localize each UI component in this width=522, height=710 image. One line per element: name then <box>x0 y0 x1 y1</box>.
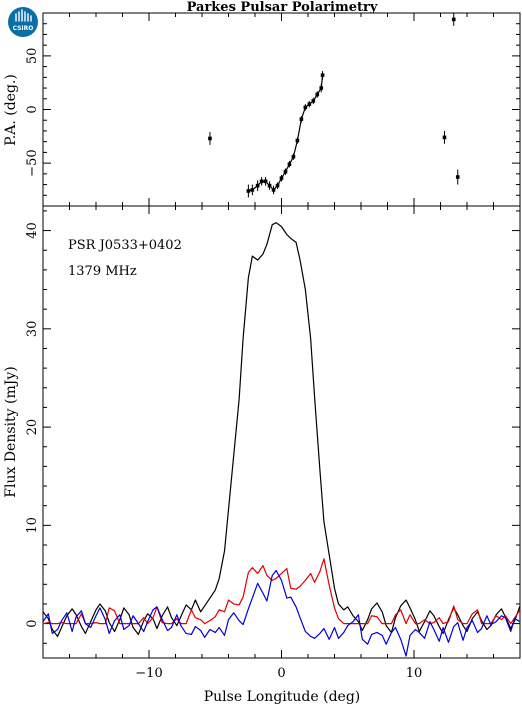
pa-point <box>250 184 255 196</box>
bottom-y-tick-label: 0 <box>25 619 40 627</box>
top-panel-tick-labels: −50 0 50 <box>25 48 40 177</box>
pa-point <box>319 83 324 93</box>
pa-marker <box>307 102 312 106</box>
pa-point <box>263 177 268 186</box>
pa-point <box>451 13 456 26</box>
pa-marker <box>267 183 272 188</box>
pa-marker <box>455 175 460 179</box>
flux-series-line-1 <box>42 558 521 625</box>
pa-marker <box>263 179 268 184</box>
top-y-tick-label: 0 <box>25 105 40 113</box>
pa-marker <box>287 162 292 166</box>
pulsar-name-annotation: PSR J0533+0402 <box>68 238 182 253</box>
top-panel: −50 0 50 P.A. (deg.) <box>3 12 521 207</box>
bottom-panel-tick-labels: 0 10 20 30 40 −10 0 10 <box>25 222 422 681</box>
pa-point <box>259 177 264 186</box>
top-y-axis-title: P.A. (deg.) <box>3 74 19 146</box>
pa-point <box>271 185 276 195</box>
pa-marker <box>208 136 212 141</box>
x-tick-label: 0 <box>277 666 285 681</box>
pa-point <box>295 137 300 144</box>
bottom-y-tick-label: 40 <box>25 222 40 239</box>
pa-point <box>303 104 308 111</box>
pa-points <box>208 13 460 198</box>
pa-marker <box>320 73 325 77</box>
pa-point <box>287 160 292 168</box>
pa-marker <box>291 154 296 159</box>
pa-marker <box>275 183 280 188</box>
pa-marker <box>283 169 288 174</box>
bottom-y-tick-label: 20 <box>25 419 40 436</box>
x-tick-label: −10 <box>135 666 162 681</box>
x-axis-title: Pulse Longitude (deg) <box>204 689 361 705</box>
csiro-logo-bars <box>15 9 32 22</box>
pa-point <box>291 153 296 160</box>
pa-point <box>267 181 272 190</box>
pa-marker <box>451 17 456 22</box>
pa-point <box>311 97 316 105</box>
pa-marker <box>279 176 284 180</box>
csiro-logo: CSIRO <box>8 7 38 37</box>
pa-marker <box>255 183 260 188</box>
frequency-annotation: 1379 MHz <box>68 264 137 279</box>
pa-marker <box>315 92 320 97</box>
pa-marker <box>319 86 324 90</box>
chart-title: Parkes Pulsar Polarimetry <box>187 0 378 15</box>
pa-point <box>307 100 312 108</box>
pa-point <box>299 115 304 123</box>
pa-marker <box>246 189 251 193</box>
pa-point <box>279 174 284 182</box>
pa-point <box>275 182 280 189</box>
pa-point <box>208 132 212 145</box>
pa-marker <box>299 117 304 121</box>
pa-point <box>255 180 260 191</box>
bottom-y-tick-label: 10 <box>25 517 40 534</box>
top-y-tick-label: 50 <box>25 48 40 65</box>
pa-marker <box>303 105 308 110</box>
x-tick-label: 10 <box>406 666 423 681</box>
flux-series-lines <box>42 222 521 657</box>
pa-point <box>455 169 460 185</box>
pa-point <box>246 184 251 198</box>
pa-marker <box>295 138 300 143</box>
pa-point <box>320 70 325 80</box>
pa-point <box>442 130 447 144</box>
pa-point <box>283 168 288 175</box>
pa-marker <box>250 188 255 192</box>
csiro-logo-text: CSIRO <box>13 25 34 32</box>
bottom-y-axis-title: Flux Density (mJy) <box>3 366 19 497</box>
pa-marker <box>311 99 316 103</box>
bottom-panel-ticks <box>42 206 521 658</box>
bottom-y-tick-label: 30 <box>25 321 40 338</box>
pa-marker <box>442 135 447 140</box>
pa-marker <box>271 188 276 192</box>
top-y-tick-label: −50 <box>25 149 40 176</box>
flux-series-line-0 <box>42 222 521 637</box>
flux-series-line-2 <box>42 569 521 657</box>
top-panel-ticks <box>42 12 521 207</box>
pa-point <box>315 91 320 98</box>
csiro-logo-circle <box>8 7 38 37</box>
pa-marker <box>259 179 264 184</box>
